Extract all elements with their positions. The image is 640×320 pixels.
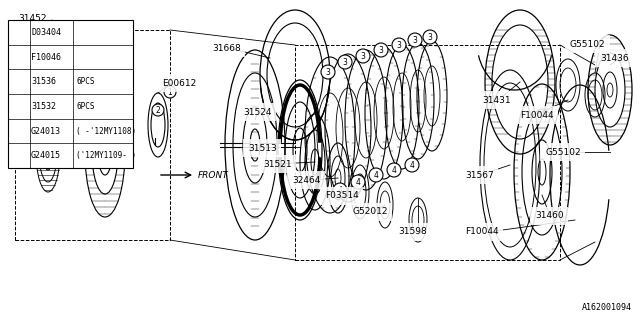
Text: ('12MY1109- ): ('12MY1109- ) xyxy=(76,151,136,160)
Text: 31524: 31524 xyxy=(243,108,271,116)
Circle shape xyxy=(351,175,365,189)
Text: 31513: 31513 xyxy=(248,143,276,153)
Text: 31598: 31598 xyxy=(398,228,427,236)
Text: G24015: G24015 xyxy=(31,151,61,160)
Text: 4: 4 xyxy=(410,161,415,170)
Text: 3: 3 xyxy=(326,68,330,76)
Text: 31567: 31567 xyxy=(465,171,493,180)
Circle shape xyxy=(405,158,419,172)
Text: 3: 3 xyxy=(379,45,383,54)
Bar xyxy=(295,45,560,260)
Text: 1: 1 xyxy=(168,87,172,97)
Circle shape xyxy=(321,65,335,79)
Text: G55102: G55102 xyxy=(570,39,605,49)
Bar xyxy=(8,20,133,168)
Circle shape xyxy=(369,168,383,182)
Text: FRONT: FRONT xyxy=(198,171,228,180)
Text: 31536: 31536 xyxy=(31,77,56,86)
Text: 3: 3 xyxy=(428,33,433,42)
Text: 31668: 31668 xyxy=(212,44,241,52)
Circle shape xyxy=(152,104,164,116)
Text: A162001094: A162001094 xyxy=(582,303,632,312)
Text: 31532: 31532 xyxy=(31,102,56,111)
Text: D03404: D03404 xyxy=(31,28,61,37)
Text: 3: 3 xyxy=(17,77,22,86)
Text: 32464: 32464 xyxy=(292,175,321,185)
Circle shape xyxy=(13,124,27,138)
Text: 31521: 31521 xyxy=(263,159,292,169)
Text: 5: 5 xyxy=(17,126,22,135)
Text: 4: 4 xyxy=(337,186,342,195)
Circle shape xyxy=(89,66,101,78)
Text: ( -'12MY1108): ( -'12MY1108) xyxy=(76,126,136,135)
Circle shape xyxy=(13,25,27,39)
Text: F10044: F10044 xyxy=(520,110,554,119)
Text: 31436: 31436 xyxy=(600,53,628,62)
Text: 3: 3 xyxy=(397,41,401,50)
Circle shape xyxy=(408,33,422,47)
Text: 33126: 33126 xyxy=(95,28,124,36)
Text: 3: 3 xyxy=(360,52,365,60)
Text: 4: 4 xyxy=(17,102,22,111)
Text: 2: 2 xyxy=(156,106,161,115)
Circle shape xyxy=(13,75,27,89)
Text: 6PCS: 6PCS xyxy=(76,77,95,86)
Text: G52012: G52012 xyxy=(352,207,387,217)
Circle shape xyxy=(338,55,352,69)
Circle shape xyxy=(333,183,347,197)
Text: 5: 5 xyxy=(93,68,97,76)
Circle shape xyxy=(164,86,176,98)
Text: 31452: 31452 xyxy=(18,13,47,22)
Text: 2: 2 xyxy=(18,52,22,61)
Text: G24013: G24013 xyxy=(31,126,61,135)
Text: 31460: 31460 xyxy=(535,212,564,220)
Circle shape xyxy=(13,50,27,64)
Text: 6PCS: 6PCS xyxy=(76,102,95,111)
Circle shape xyxy=(356,49,370,63)
Text: G55102: G55102 xyxy=(545,148,580,156)
Text: 3: 3 xyxy=(413,36,417,44)
Text: 4: 4 xyxy=(392,165,396,174)
Circle shape xyxy=(387,163,401,177)
Circle shape xyxy=(392,38,406,52)
Text: 1: 1 xyxy=(18,28,22,37)
Text: 31431: 31431 xyxy=(482,95,511,105)
Circle shape xyxy=(13,99,27,113)
Text: 4: 4 xyxy=(374,171,378,180)
Text: 4: 4 xyxy=(356,178,360,187)
Text: F03514: F03514 xyxy=(325,191,359,201)
Text: F10044: F10044 xyxy=(465,228,499,236)
Circle shape xyxy=(423,30,437,44)
Circle shape xyxy=(374,43,388,57)
Text: 3: 3 xyxy=(342,58,348,67)
Text: F10046: F10046 xyxy=(31,52,61,61)
Bar xyxy=(15,30,170,240)
Text: E00612: E00612 xyxy=(162,78,196,87)
